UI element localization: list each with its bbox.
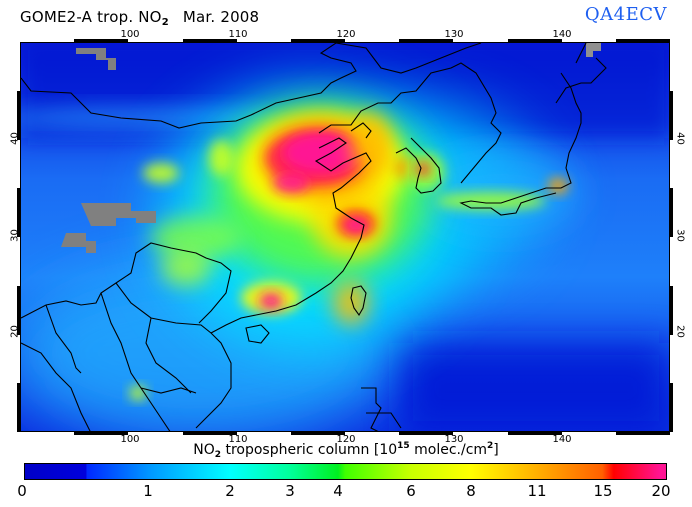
title-subscript: 2	[161, 17, 169, 28]
colorbar-tick-label: 1	[143, 482, 153, 500]
lon-tick-label: 110	[228, 29, 248, 40]
lat-tick-label: 20	[674, 325, 686, 338]
colorbar-title-end: ]	[493, 442, 499, 458]
colorbar	[24, 463, 667, 480]
axis-segment	[670, 285, 673, 335]
axis-segment	[670, 90, 673, 140]
lon-tick-label: 140	[552, 434, 572, 445]
title-instrument: GOME2-A trop. NO	[20, 8, 162, 26]
colorbar-title-sup2: 2	[487, 441, 494, 451]
colorbar-tick-label: 20	[651, 482, 671, 500]
colorbar-title-sup: 15	[397, 441, 410, 451]
axis-segment	[74, 432, 129, 435]
lat-tick-label: 40	[674, 132, 686, 145]
colorbar-tick-label: 2	[225, 482, 235, 500]
colorbar-tick-label: 11	[527, 482, 547, 500]
axis-segment	[670, 188, 673, 237]
colorbar-tick-label: 15	[593, 482, 613, 500]
axis-segment	[17, 285, 20, 335]
title-period: Mar. 2008	[182, 8, 260, 26]
lon-tick-label: 110	[228, 434, 248, 445]
axis-segment	[615, 432, 670, 435]
axis-segment	[507, 432, 562, 435]
colorbar-tick-label: 4	[333, 482, 343, 500]
axis-segment	[290, 39, 345, 42]
colorbar-tick-label: 8	[466, 482, 476, 500]
axis-segment	[399, 432, 454, 435]
axis-segment	[507, 39, 562, 42]
axis-segment	[399, 39, 454, 42]
colorbar-title-sub: 2	[214, 450, 221, 460]
plot-title: GOME2-A trop. NO2 Mar. 2008	[20, 8, 259, 28]
axis-segment	[17, 383, 20, 432]
axis-segment	[17, 90, 20, 140]
no2-map	[20, 42, 670, 432]
lon-tick-label: 120	[336, 29, 356, 40]
lon-tick-label: 100	[120, 29, 140, 40]
lat-tick-label: 30	[674, 229, 686, 242]
lon-tick-label: 120	[336, 434, 356, 445]
axis-segment	[670, 383, 673, 432]
lon-tick-label: 140	[552, 29, 572, 40]
colorbar-title-unit: molec./cm	[409, 442, 488, 458]
colorbar-title: NO2 tropospheric column [1015 molec./cm2…	[0, 441, 692, 460]
colorbar-tick-label: 0	[17, 482, 27, 500]
brand-logo: QA4ECV	[584, 4, 667, 25]
axis-segment	[182, 432, 237, 435]
axis-segment	[290, 432, 345, 435]
axis-segment	[615, 39, 670, 42]
lon-tick-label: 130	[444, 434, 464, 445]
axis-segment	[182, 39, 237, 42]
axis-segment	[17, 188, 20, 237]
colorbar-title-prefix: NO	[193, 442, 215, 458]
lon-tick-label: 100	[120, 434, 140, 445]
lon-tick-label: 130	[444, 29, 464, 40]
colorbar-tick-label: 6	[406, 482, 416, 500]
colorbar-title-mid: tropospheric column [10	[221, 442, 398, 458]
axis-segment	[74, 39, 129, 42]
colorbar-tick-label: 3	[285, 482, 295, 500]
